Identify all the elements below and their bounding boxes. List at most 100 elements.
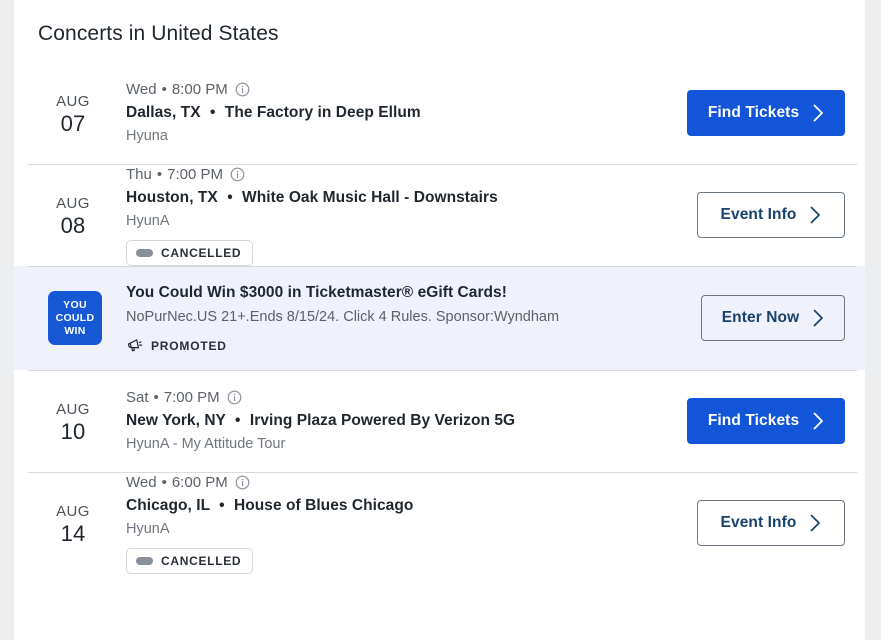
event-weekday: Thu <box>126 166 152 183</box>
event-location: Chicago, IL <box>126 497 210 514</box>
event-venue: Irving Plaza Powered By Verizon 5G <box>249 412 516 429</box>
event-time: 6:00 PM <box>171 474 228 491</box>
event-details: Sat • 7:00 PM New York, NY <box>108 387 687 455</box>
event-month: AUG <box>56 93 90 110</box>
event-time: 8:00 PM <box>171 81 228 98</box>
event-info-button[interactable]: Event Info <box>697 192 845 238</box>
chevron-right-icon <box>810 514 821 532</box>
separator-dot: • <box>161 81 167 98</box>
separator-dot: • <box>235 412 241 429</box>
event-month: AUG <box>56 401 90 418</box>
event-details: Wed • 8:00 PM Dallas, TX <box>108 79 687 147</box>
event-location-venue: Chicago, IL • House of Blues Chicago <box>126 495 697 517</box>
separator-dot: • <box>209 104 216 121</box>
info-circle-icon[interactable] <box>230 167 245 182</box>
event-action: Event Info <box>697 500 845 546</box>
event-action: Find Tickets <box>687 90 845 136</box>
event-month: AUG <box>56 503 90 520</box>
promoted-tag: PROMOTED <box>126 337 701 354</box>
info-circle-icon[interactable] <box>227 390 242 405</box>
info-circle-icon[interactable] <box>235 82 250 97</box>
event-weekday: Wed <box>126 81 157 98</box>
event-row[interactable]: AUG 07 Wed • 8:00 PM <box>14 62 865 164</box>
button-label: Event Info <box>720 206 797 223</box>
find-tickets-button[interactable]: Find Tickets <box>687 398 845 444</box>
button-label: Event Info <box>720 514 797 531</box>
event-when: Sat • 7:00 PM <box>126 387 687 408</box>
event-date: AUG 14 <box>38 500 108 546</box>
event-action: Find Tickets <box>687 398 845 444</box>
event-details: Thu • 7:00 PM Houston, TX <box>108 164 697 266</box>
event-location: New York, NY <box>126 412 226 429</box>
event-location-venue: New York, NY • Irving Plaza Powered By V… <box>126 410 687 432</box>
find-tickets-button[interactable]: Find Tickets <box>687 90 845 136</box>
event-time: 7:00 PM <box>167 166 223 183</box>
event-weekday: Wed <box>126 474 157 491</box>
event-list: AUG 07 Wed • 8:00 PM <box>14 62 865 574</box>
event-location: Dallas, TX <box>126 104 201 121</box>
cancelled-pill-icon <box>136 557 153 565</box>
page-title: Concerts in United States <box>38 22 279 45</box>
event-location-venue: Houston, TX • White Oak Music Hall - Dow… <box>126 187 697 209</box>
event-artist: HyunA <box>126 213 170 229</box>
event-day: 14 <box>60 521 86 546</box>
status-badge-cancelled: CANCELLED <box>126 548 254 574</box>
event-action: Event Info <box>697 192 845 238</box>
separator-dot: • <box>227 189 233 206</box>
event-date: AUG 08 <box>38 192 108 238</box>
event-venue: The Factory in Deep Ellum <box>224 104 421 121</box>
promoted-details: You Could Win $3000 in Ticketmaster® eGi… <box>102 282 701 354</box>
enter-now-button[interactable]: Enter Now <box>701 295 845 341</box>
cancelled-pill-icon <box>136 249 153 257</box>
event-month: AUG <box>56 195 90 212</box>
concert-list-card: Concerts in United States AUG 07 Wed • 8… <box>14 0 865 640</box>
button-label: Enter Now <box>721 309 800 326</box>
event-day: 07 <box>60 111 86 136</box>
event-venue: House of Blues Chicago <box>234 497 414 514</box>
chevron-right-icon <box>813 104 824 122</box>
event-venue: White Oak Music Hall - Downstairs <box>242 189 498 206</box>
promoted-title: You Could Win $3000 in Ticketmaster® eGi… <box>126 284 507 301</box>
chevron-right-icon <box>810 206 821 224</box>
you-could-win-badge: YOU COULD WIN <box>48 291 102 345</box>
separator-dot: • <box>156 166 163 183</box>
promoted-subtitle: NoPurNec.US 21+.Ends 8/15/24. Click 4 Ru… <box>126 309 560 325</box>
info-circle-icon[interactable] <box>235 475 250 490</box>
event-weekday: Sat <box>126 389 149 406</box>
event-artist: HyunA - My Attitude Tour <box>126 436 286 452</box>
event-when: Thu • 7:00 PM <box>126 164 697 185</box>
event-date: AUG 07 <box>38 90 108 136</box>
promoted-tag-label: PROMOTED <box>151 338 227 353</box>
event-location: Houston, TX <box>126 189 218 206</box>
event-artist: HyunA <box>126 521 170 537</box>
separator-dot: • <box>153 389 159 406</box>
event-row[interactable]: AUG 10 Sat • 7:00 PM <box>14 370 865 472</box>
separator-dot: • <box>161 474 167 491</box>
status-badge-label: CANCELLED <box>161 246 242 260</box>
event-row[interactable]: AUG 14 Wed • 6:00 PM <box>14 472 865 574</box>
promoted-row[interactable]: YOU COULD WIN You Could Win $3000 in Tic… <box>14 266 865 370</box>
event-row[interactable]: AUG 08 Thu • 7:00 PM <box>14 164 865 266</box>
badge-line-3: WIN <box>64 324 86 337</box>
event-when: Wed • 6:00 PM <box>126 472 697 493</box>
promoted-action: Enter Now <box>701 295 845 341</box>
event-info-button[interactable]: Event Info <box>697 500 845 546</box>
status-badge-cancelled: CANCELLED <box>126 240 254 266</box>
event-date: AUG 10 <box>38 398 108 444</box>
chevron-right-icon <box>813 309 824 327</box>
button-label: Find Tickets <box>707 412 800 429</box>
chevron-right-icon <box>813 412 824 430</box>
button-label: Find Tickets <box>707 104 800 121</box>
event-location-venue: Dallas, TX • The Factory in Deep Ellum <box>126 102 687 124</box>
event-when: Wed • 8:00 PM <box>126 79 687 100</box>
event-details: Wed • 6:00 PM Chicago, IL <box>108 472 697 574</box>
status-badge-label: CANCELLED <box>161 554 242 568</box>
event-day: 10 <box>60 419 86 444</box>
badge-line-1: YOU <box>63 298 87 311</box>
separator-dot: • <box>219 497 225 514</box>
event-day: 08 <box>60 213 86 238</box>
event-artist: Hyuna <box>126 128 168 144</box>
badge-line-2: COULD <box>55 311 95 324</box>
event-time: 7:00 PM <box>163 389 220 406</box>
